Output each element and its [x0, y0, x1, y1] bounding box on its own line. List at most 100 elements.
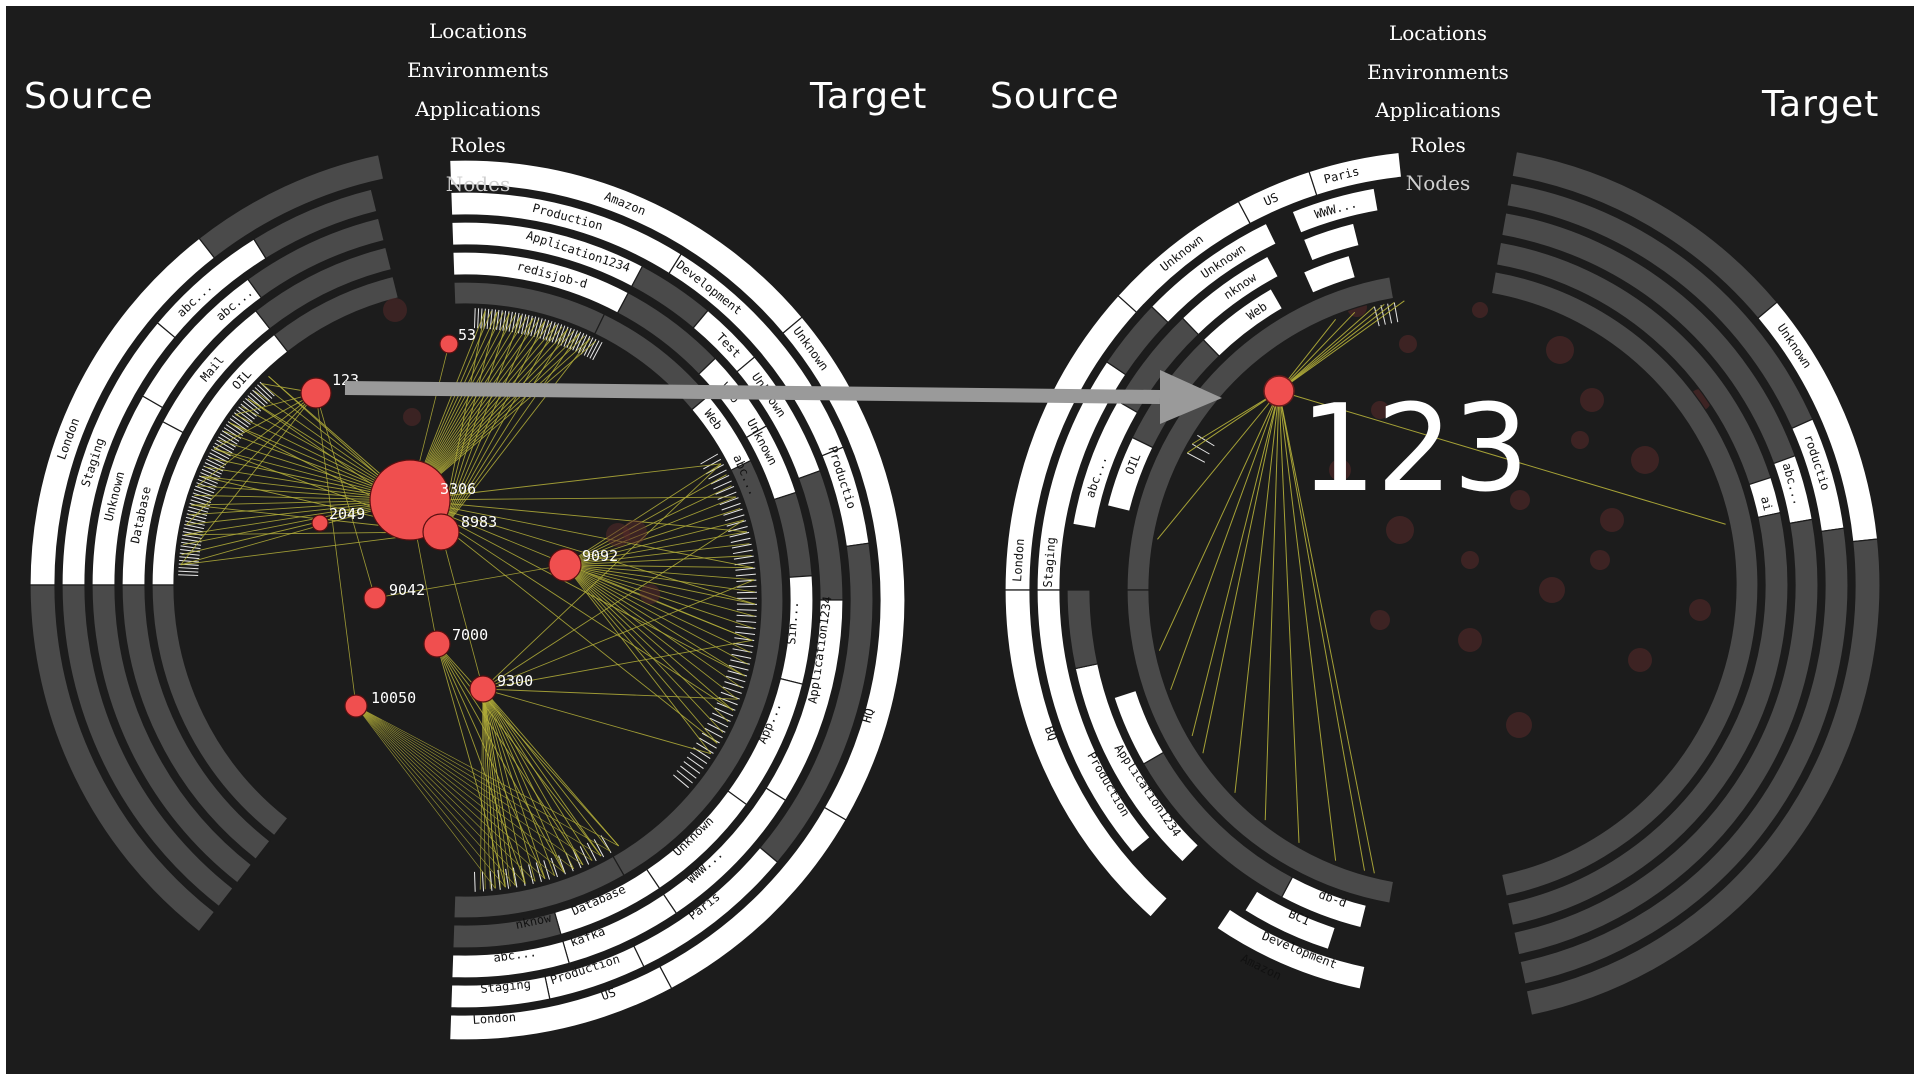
link-line [409, 499, 756, 605]
node-tick [181, 541, 201, 546]
right-source-ring-segment[interactable] [1302, 222, 1360, 262]
right-level-applications[interactable]: Applications [1374, 98, 1501, 122]
ghost-port [1399, 335, 1417, 353]
node-tick [192, 492, 213, 500]
left-level-applications[interactable]: Applications [414, 97, 541, 121]
right-source-ring-segment[interactable] [1126, 589, 1395, 904]
link-line [564, 564, 742, 689]
left-level-nodes[interactable]: Nodes [446, 172, 510, 196]
left-target-ring-segment[interactable] [452, 911, 562, 949]
node-tick [211, 449, 230, 460]
port-label: 3306 [440, 480, 476, 498]
ghost-port [1461, 551, 1479, 569]
left-source-ring-segment[interactable] [254, 246, 393, 330]
left-source-ring-segment[interactable] [198, 153, 385, 259]
left-source-ring-segment[interactable] [151, 584, 289, 837]
link-line [355, 705, 593, 861]
right-source-ring-segment[interactable] [1036, 589, 1151, 854]
node-tick [730, 537, 751, 543]
left-source-ring-segment[interactable] [61, 584, 234, 908]
right-level-locations[interactable]: Locations [1389, 21, 1487, 45]
left-source-ring-segment[interactable] [91, 584, 253, 884]
link-line [564, 564, 712, 754]
right-level-environments[interactable]: Environments [1367, 60, 1509, 84]
node-tick [569, 330, 578, 350]
left-target-ring-segment[interactable] [450, 975, 551, 1009]
left-source-ring-segment[interactable] [121, 584, 271, 861]
right-target-ring-segment[interactable] [1513, 518, 1819, 956]
ghost-port [1458, 628, 1482, 652]
right-source-ring-segment[interactable] [1142, 751, 1294, 899]
ghost-port [1510, 490, 1530, 510]
node-tick [710, 474, 730, 485]
node-tick [717, 491, 737, 500]
right-source-ring-segment[interactable] [1302, 254, 1357, 294]
node-tick [1186, 452, 1206, 463]
left-target-ring-segment[interactable] [449, 965, 673, 1041]
link-line [409, 499, 718, 744]
port-label: 2049 [329, 505, 365, 523]
node-tick [257, 384, 273, 399]
node-tick [236, 409, 253, 423]
link-line [482, 688, 536, 882]
link-line [482, 688, 738, 700]
link-line [564, 564, 755, 617]
right-target-ring-segment[interactable] [1525, 538, 1881, 1017]
port-node[interactable] [423, 630, 451, 658]
right-target-ring-segment[interactable] [1490, 271, 1759, 897]
node-tick [550, 857, 558, 878]
left-source-ring-segment[interactable] [273, 275, 400, 353]
right-source-ring-segment[interactable] [1150, 222, 1278, 324]
right-target-ring-segment[interactable] [1519, 527, 1849, 985]
left-source-ring-segment[interactable] [252, 188, 378, 260]
node-tick [524, 314, 530, 335]
right-source-ring-segment[interactable] [1216, 908, 1366, 990]
link-line [409, 499, 753, 641]
port-node[interactable] [311, 514, 329, 532]
right-level-nodes[interactable]: Nodes [1406, 171, 1470, 195]
right-level-roles[interactable]: Roles [1410, 133, 1466, 157]
left-source-ring-segment[interactable] [246, 217, 385, 299]
left-source-ring-segment[interactable] [29, 584, 216, 933]
link-line [564, 564, 724, 733]
port-node[interactable] [422, 513, 460, 551]
node-tick [195, 485, 215, 494]
left-level-environments[interactable]: Environments [407, 58, 549, 82]
right-source-ring-segment[interactable] [1308, 151, 1403, 197]
node-tick [542, 320, 550, 340]
link-line [482, 688, 511, 887]
link-line [440, 324, 557, 533]
focus-port-node[interactable] [1263, 375, 1295, 407]
right-source-ring-segment[interactable] [1113, 689, 1165, 765]
node-tick [179, 552, 200, 556]
left-target-ring-segment[interactable] [453, 855, 625, 919]
left-level-roles[interactable]: Roles [450, 133, 506, 157]
node-tick [182, 534, 203, 540]
port-node[interactable] [363, 586, 387, 610]
right-source-ring-segment[interactable] [1066, 589, 1099, 670]
right-target-ring-segment[interactable] [1506, 511, 1789, 927]
link-line [1278, 390, 1337, 861]
right-source-ring-segment[interactable] [1126, 276, 1395, 591]
node-tick [708, 469, 727, 480]
right-source-ring-segment[interactable] [1243, 890, 1337, 951]
port-node[interactable] [548, 548, 582, 582]
link-line [440, 333, 580, 533]
right-source-title: Source [990, 76, 1120, 117]
right-source-ring-segment[interactable] [1004, 589, 1169, 918]
right-source-ring-segment[interactable] [1181, 255, 1280, 336]
link-line [440, 531, 484, 690]
link-line [482, 688, 611, 852]
port-node[interactable] [439, 334, 459, 354]
port-node[interactable] [344, 694, 368, 718]
port-node[interactable] [300, 377, 332, 409]
node-tick [183, 527, 204, 533]
right-source-ring-segment[interactable] [1291, 187, 1379, 234]
right-source-ring-segment[interactable] [1105, 305, 1169, 376]
ghost-port [403, 408, 421, 426]
right-source-ring-segment[interactable] [1202, 287, 1284, 358]
port-node[interactable] [469, 675, 497, 703]
node-tick [686, 756, 704, 769]
left-target-ring-segment[interactable] [451, 940, 570, 979]
left-level-locations[interactable]: Locations [429, 19, 527, 43]
